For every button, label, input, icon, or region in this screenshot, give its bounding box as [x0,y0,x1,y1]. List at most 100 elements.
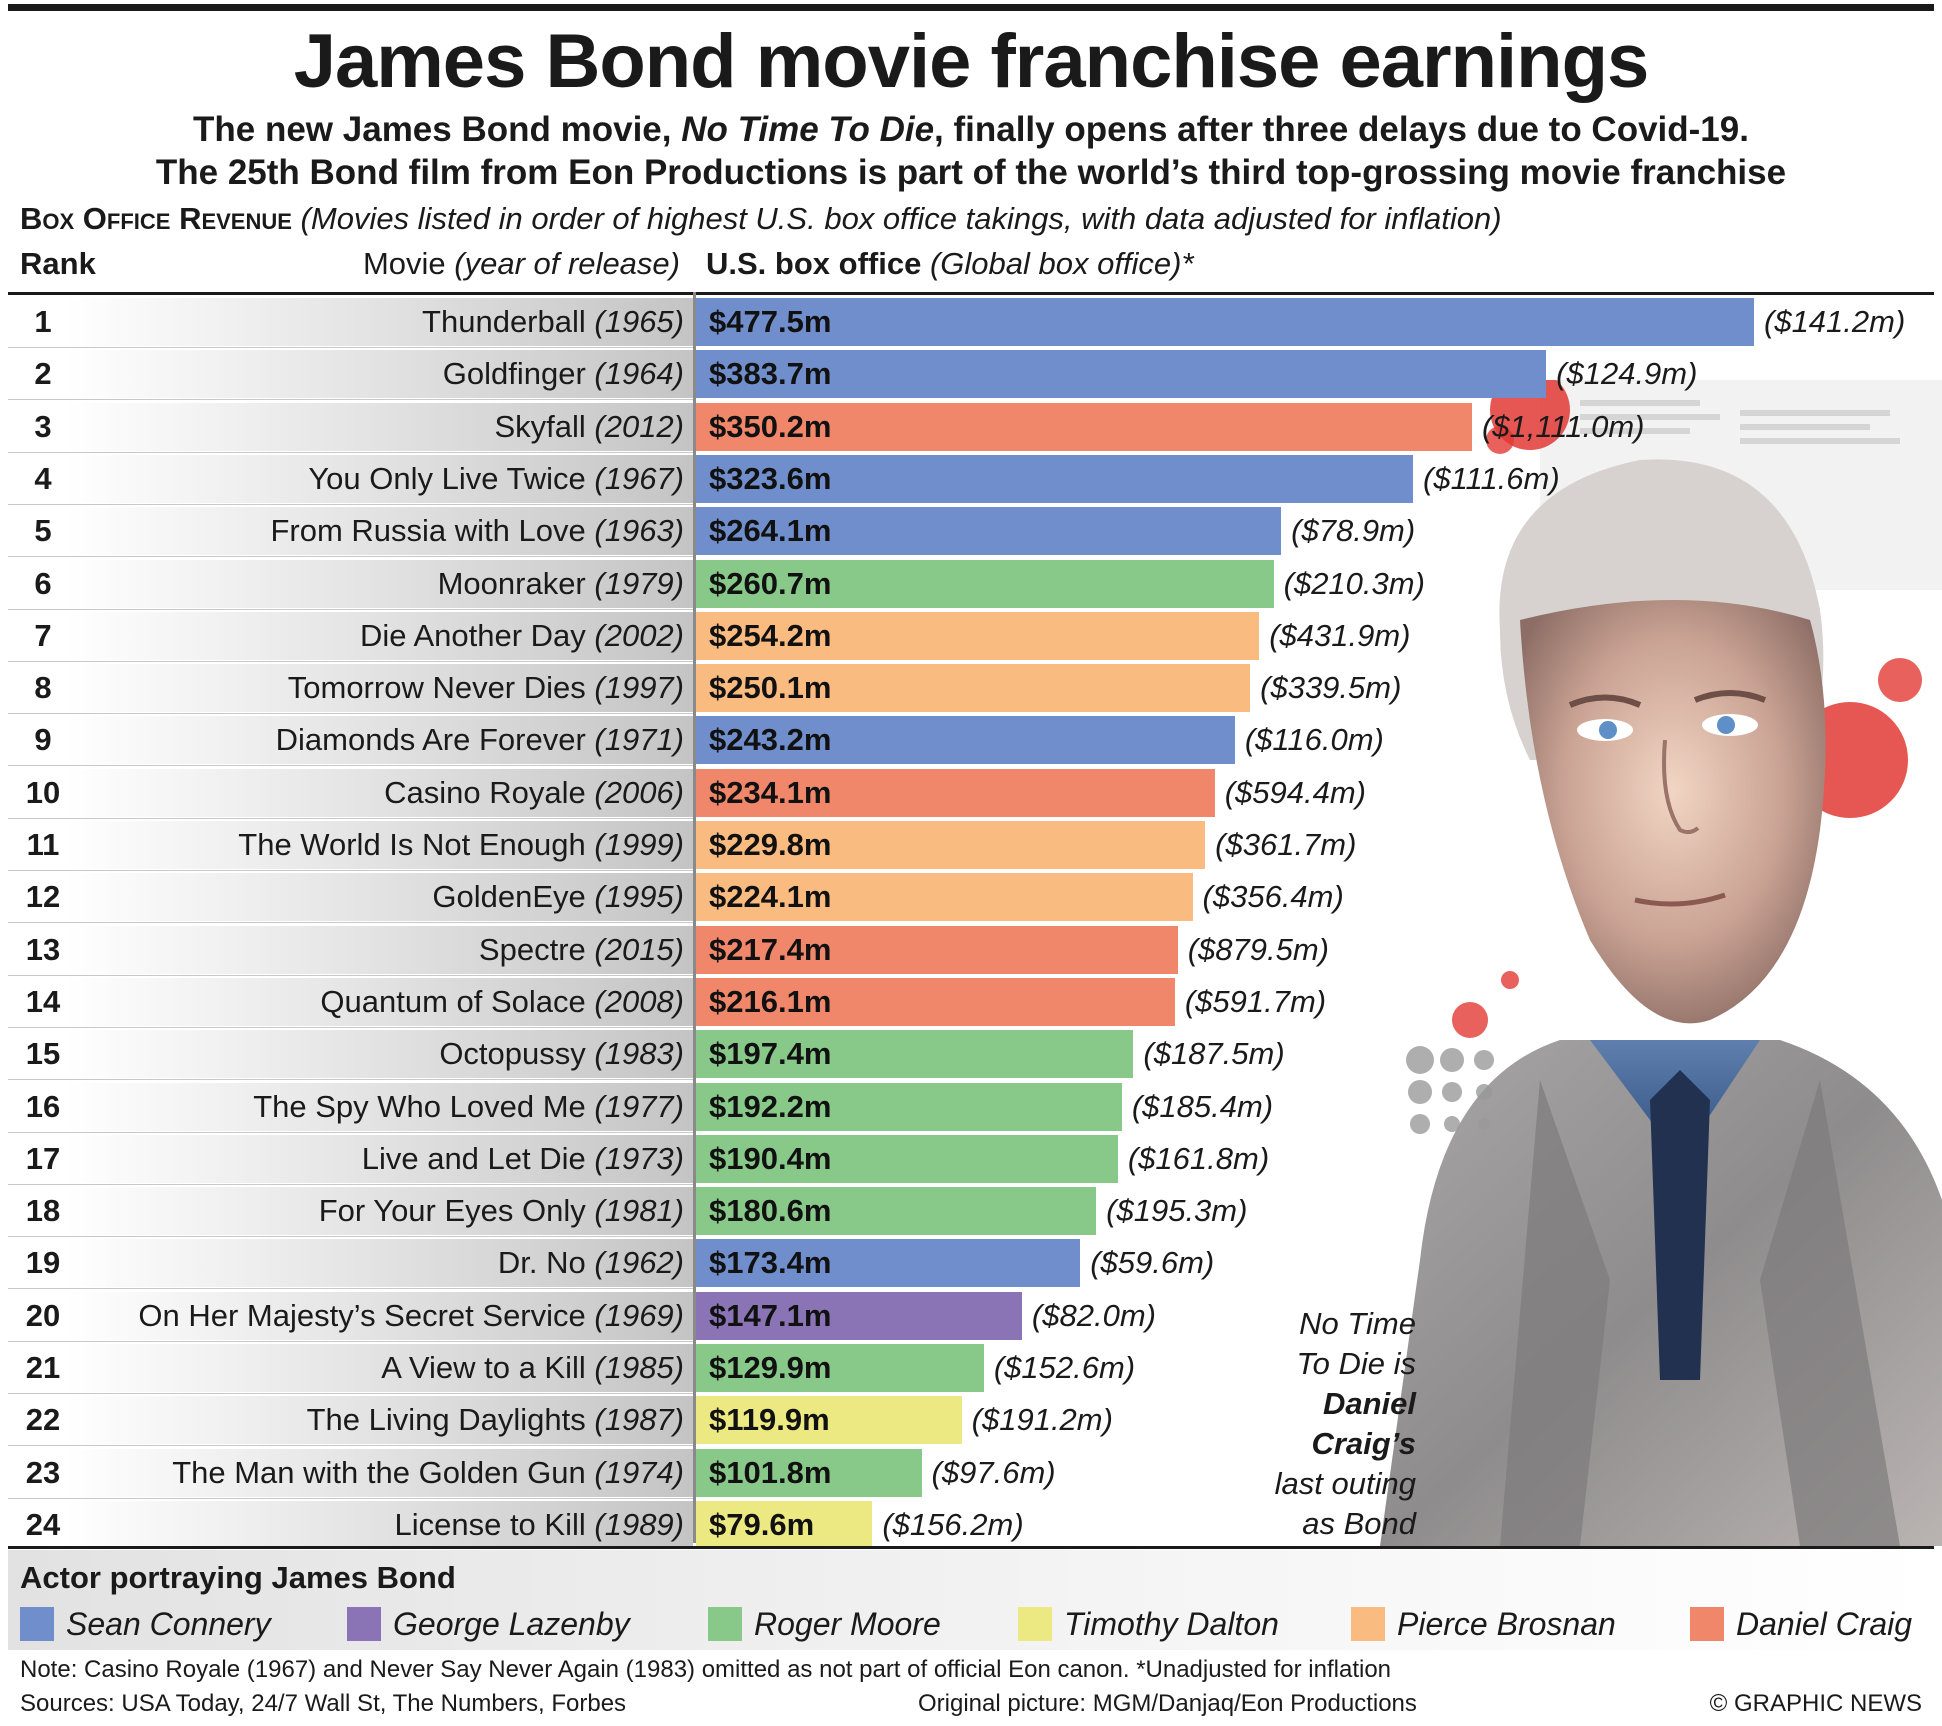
bar-row: 8 Tomorrow Never Dies (1997) $250.1m ($339.… [0,662,1942,715]
movie-title: Quantum of Solace [320,983,586,1019]
rank-label: 11 [26,827,60,862]
section-heading: Box Office Revenue (Movies listed in ord… [20,198,1502,240]
bar-row: 4 You Only Live Twice (1967) $323.6m ($111.… [0,453,1942,505]
callout-bold-2: Craig’s [1311,1426,1416,1461]
bar-row: 23 The Man with the Golden Gun (1974) $101… [0,1447,1942,1499]
movie-title: License to Kill [394,1506,586,1542]
row-divider [8,660,694,662]
callout-line-1: No Time [1299,1306,1416,1341]
copyright: © GRAPHIC NEWS [1709,1690,1922,1717]
legend-swatch [20,1607,54,1641]
us-box-office-label: $260.7m [709,565,832,601]
movie-title: For Your Eyes Only [318,1193,586,1229]
us-box-office-label: $383.7m [709,356,832,392]
bar-row: 7 Die Another Day (2002) $254.2m ($431.9m) [0,610,1942,662]
bar [696,873,1193,922]
movie-year: (1981) [594,1193,684,1229]
movie-title: Tomorrow Never Dies [287,670,586,706]
bar-row: 14 Quantum of Solace (2008) $216.1m ($591.7… [0,976,1942,1028]
legend-label: Sean Connery [66,1606,271,1642]
global-box-office-label: ($356.4m) [1202,879,1344,915]
movie-label: The Man with the Golden Gun (1974) [172,1447,684,1499]
row-background [66,1448,693,1497]
rank-label: 9 [34,722,52,758]
rank-label: 18 [25,1193,61,1229]
bar [696,977,1175,1026]
global-box-office-label: ($161.8m) [1127,1140,1270,1176]
movie-label: Live and Let Die (1973) [362,1133,684,1185]
no-time-to-die-callout: No Time To Die is Daniel Craig’s last ou… [1236,1304,1416,1544]
movie-year: (1969) [594,1297,684,1333]
bar [696,768,1215,817]
movie-year: (1973) [594,1140,684,1176]
movie-title: A View to a Kill [381,1350,586,1385]
rank-label: 17 [25,1140,61,1176]
rank-label: 5 [34,513,52,549]
row-background [66,1500,693,1549]
bar-row: 20 On Her Majesty’s Secret Service (1969)… [0,1290,1942,1342]
movie-title: Diamonds Are Forever [275,722,586,758]
legend-swatch [1690,1607,1724,1641]
movie-label: Diamonds Are Forever (1971) [276,714,684,766]
global-box-office-label: ($152.6m) [993,1350,1136,1385]
row-background [66,1082,693,1131]
row-divider [8,1393,694,1394]
global-box-office-label: ($1,111.0m) [1481,408,1645,444]
movie-label: Quantum of Solace (2008) [320,976,684,1028]
bar-row: 2 Goldfinger (1964) $383.7m ($124.9m) [0,348,1942,401]
row-background [66,977,693,1026]
movie-header-label: Movie [362,246,446,281]
movie-title: Thunderball [422,304,586,339]
us-box-office-label: $119.9m [709,1402,830,1438]
legend-title: Actor portraying James Bond [20,1560,456,1595]
legend-background [8,1550,1934,1650]
bond-portrait-illustration [1380,380,1942,1546]
row-background [66,454,693,503]
callout-bold-1: Daniel [1322,1386,1416,1421]
bar-row: 12 GoldenEye (1995) $224.1m ($356.4m) [0,871,1942,924]
movie-year: (2012) [594,408,684,444]
us-box-office-label: $250.1m [709,670,832,706]
bar-row: 10 Casino Royale (2006) $234.1m ($594.4m) [0,767,1942,819]
us-box-office-label: $229.8m [709,827,832,862]
movie-title: GoldenEye [432,879,586,915]
legend-label: Roger Moore [754,1606,941,1642]
movie-label: From Russia with Love (1963) [270,505,684,557]
movie-year: (1995) [594,879,684,915]
row-background [66,611,693,660]
rank-label: 22 [25,1402,61,1438]
bar [696,1187,1097,1236]
us-box-office-label: $197.4m [709,1036,832,1072]
subtitle-text-b: , finally opens after three delays due t… [934,110,1749,149]
row-divider [8,608,694,610]
section-note: (Movies listed in order of highest U.S. … [300,201,1502,236]
movie-year: (1985) [594,1350,684,1385]
rank-label: 7 [34,617,52,653]
bar [696,1239,1081,1288]
us-box-office-label: $254.2m [709,617,832,653]
movie-year: (1977) [594,1088,684,1124]
movie-title: On Her Majesty’s Secret Service [138,1297,586,1333]
legend-label: Timothy Dalton [1064,1606,1279,1642]
movie-title: The World Is Not Enough [238,827,586,862]
bar [696,507,1282,556]
row-divider [8,503,694,505]
subtitle-line-2: The 25th Bond film from Eon Productions … [155,153,1787,192]
global-box-office-label: ($191.2m) [971,1402,1113,1438]
movie-year: (1979) [594,565,684,601]
movie-title: From Russia with Love [270,513,586,549]
us-box-office-label: $216.1m [709,983,832,1019]
header-rule [8,292,1934,295]
movie-label: You Only Live Twice (1967) [308,453,684,505]
movie-year: (1971) [594,722,684,758]
global-box-office-label: ($156.2m) [882,1506,1024,1542]
row-divider [8,1445,694,1447]
legend-swatch [708,1607,742,1641]
global-box-office-label: ($82.0m) [1031,1297,1156,1333]
global-box-office-label: ($185.4m) [1131,1088,1274,1124]
rank-label: 3 [34,408,52,444]
bar [696,1448,922,1497]
bar [696,664,1251,713]
global-box-office-label: ($431.9m) [1269,617,1411,653]
us-box-office-label: $147.1m [709,1297,832,1333]
